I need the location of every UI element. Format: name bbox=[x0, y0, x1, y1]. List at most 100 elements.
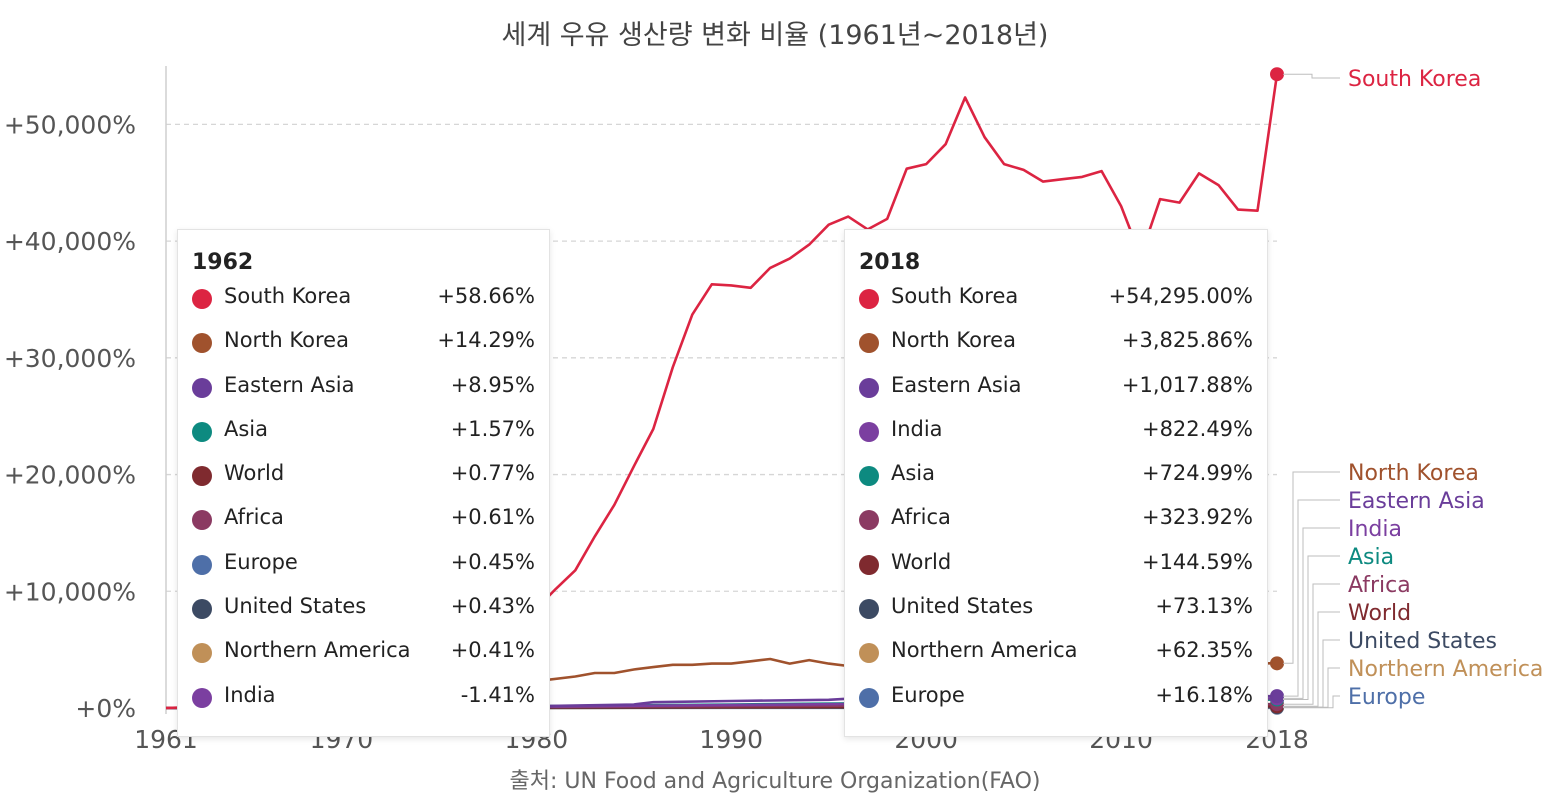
chart-title: 세계 우유 생산량 변화 비율 (1961년~2018년) bbox=[502, 20, 1049, 51]
legend-dot-icon bbox=[192, 466, 212, 487]
tooltip-series-name: Northern America bbox=[891, 638, 1078, 663]
tooltip-row-africa: Africa +0.61% bbox=[192, 501, 535, 545]
tooltip-row-south-korea: South Korea +58.66% bbox=[192, 280, 535, 324]
legend-dot-icon bbox=[859, 510, 879, 531]
tooltip-row-northern-america: Northern America +0.41% bbox=[192, 634, 535, 678]
end-label-europe: Europe bbox=[1348, 685, 1425, 710]
tooltip-series-value: +14.29% bbox=[437, 328, 535, 353]
legend-dot-icon bbox=[859, 289, 879, 309]
legend-dot-icon bbox=[192, 510, 212, 531]
tooltip-series-value: +58.66% bbox=[437, 284, 535, 308]
legend-dot-icon bbox=[192, 554, 212, 575]
end-label-north-korea: North Korea bbox=[1348, 461, 1479, 486]
tooltip-series-name: Asia bbox=[891, 461, 936, 486]
leader-line-eastern-asia bbox=[1283, 499, 1340, 697]
end-label-africa: Africa bbox=[1348, 573, 1411, 598]
legend-dot-icon bbox=[859, 687, 879, 708]
tooltip-series-name: World bbox=[224, 461, 285, 486]
tooltip-series-value: +144.59% bbox=[1141, 549, 1253, 574]
axes: +0% +10,000% +20,000% +30,000% +40,000% +50,0… bbox=[4, 66, 1309, 754]
end-label-eastern-asia: Eastern Asia bbox=[1348, 489, 1485, 514]
tooltip-series-name: Europe bbox=[224, 549, 298, 574]
legend-dot-icon bbox=[859, 421, 879, 442]
legend-dot-icon bbox=[859, 643, 879, 664]
tooltip-row-world: World +0.77% bbox=[192, 457, 535, 501]
end-label-south-korea: South Korea bbox=[1348, 67, 1481, 92]
tooltip-series-value: +0.43% bbox=[450, 594, 535, 619]
tooltip-row-northern-america: Northern America +62.35% bbox=[859, 634, 1253, 678]
tooltip-series-name: Asia bbox=[224, 416, 269, 441]
end-marker-south-korea bbox=[1270, 67, 1284, 82]
tooltip-series-value: +62.35% bbox=[1155, 638, 1253, 663]
tooltip-series-value: +16.18% bbox=[1155, 682, 1253, 707]
tooltip-series-name: Europe bbox=[891, 682, 965, 707]
tooltip-row-north-korea: North Korea +3,825.86% bbox=[859, 324, 1253, 368]
legend-dot-icon bbox=[192, 599, 212, 620]
tooltip-series-name: Eastern Asia bbox=[891, 372, 1022, 397]
tooltip-series-name: World bbox=[891, 549, 952, 574]
tooltip-title: 1962 bbox=[192, 250, 254, 275]
y-tick-label: +40,000% bbox=[4, 227, 136, 256]
end-label-united-states: United States bbox=[1348, 629, 1497, 654]
leader-line-northern-america bbox=[1283, 667, 1340, 708]
tooltip-series-value: +8.95% bbox=[450, 372, 535, 397]
tooltip-row-united-states: United States +0.43% bbox=[192, 590, 535, 634]
tooltip-row-world: World +144.59% bbox=[859, 546, 1253, 590]
legend-dot-icon bbox=[859, 466, 879, 487]
end-labels: South Korea North Korea Eastern Asia India A… bbox=[1283, 67, 1543, 710]
leader-line-united-states bbox=[1283, 639, 1340, 708]
tooltip-row-south-korea: South Korea +54,295.00% bbox=[859, 280, 1253, 324]
y-tick-label: +0% bbox=[75, 694, 136, 723]
leader-line-north-korea bbox=[1283, 471, 1340, 664]
tooltip-row-africa: Africa +323.92% bbox=[859, 501, 1253, 545]
tooltip-series-value: +724.99% bbox=[1141, 461, 1253, 486]
tooltip-series-value: +0.77% bbox=[450, 461, 535, 486]
tooltip-series-value: +0.45% bbox=[450, 549, 535, 574]
tooltip-series-name: Eastern Asia bbox=[224, 372, 355, 397]
tooltip-series-value: +323.92% bbox=[1141, 505, 1253, 530]
tooltip-row-united-states: United States +73.13% bbox=[859, 590, 1253, 634]
tooltip-row-india: India +822.49% bbox=[859, 413, 1253, 457]
legend-dot-icon bbox=[192, 643, 212, 664]
x-tick-label: 1990 bbox=[699, 725, 763, 754]
tooltip-series-name: India bbox=[224, 682, 276, 707]
tooltip-2018: 2018 South Korea +54,295.00% North Korea +3… bbox=[844, 229, 1268, 737]
tooltip-row-europe: Europe +0.45% bbox=[192, 546, 535, 590]
legend-dot-icon bbox=[859, 554, 879, 575]
legend-dot-icon bbox=[192, 289, 212, 309]
end-label-world: World bbox=[1348, 601, 1411, 626]
tooltip-series-name: Africa bbox=[224, 505, 284, 530]
y-tick-label: +10,000% bbox=[4, 577, 136, 606]
tooltip-series-name: India bbox=[891, 416, 943, 441]
tooltip-row-asia: Asia +1.57% bbox=[192, 413, 535, 457]
legend-dot-icon bbox=[192, 687, 212, 708]
tooltip-row-eastern-asia: Eastern Asia +8.95% bbox=[192, 369, 535, 413]
tooltip-series-name: Northern America bbox=[224, 638, 411, 663]
tooltip-series-value: +0.61% bbox=[450, 505, 535, 530]
tooltip-series-name: United States bbox=[891, 594, 1034, 619]
leader-line-india bbox=[1283, 527, 1340, 699]
legend-dot-icon bbox=[859, 377, 879, 398]
end-label-asia: Asia bbox=[1348, 545, 1394, 570]
tooltip-row-india: India -1.41% bbox=[192, 679, 535, 723]
leader-line-world bbox=[1283, 611, 1340, 707]
tooltip-row-asia: Asia +724.99% bbox=[859, 457, 1253, 501]
tooltip-row-eastern-asia: Eastern Asia +1,017.88% bbox=[859, 369, 1253, 413]
legend-dot-icon bbox=[192, 421, 212, 442]
tooltip-series-value: +1,017.88% bbox=[1121, 372, 1253, 397]
tooltip-series-value: -1.41% bbox=[460, 682, 535, 707]
tooltip-rows: South Korea +54,295.00% North Korea +3,825.… bbox=[859, 280, 1253, 723]
tooltip-series-value: +0.41% bbox=[450, 638, 535, 663]
tooltip-series-name: United States bbox=[224, 594, 367, 619]
y-tick-label: +30,000% bbox=[4, 344, 136, 373]
end-marker-eastern-asia bbox=[1270, 689, 1284, 704]
tooltip-series-value: +73.13% bbox=[1155, 594, 1253, 619]
tooltip-rows: South Korea +58.66% North Korea +14.29% East… bbox=[192, 280, 535, 723]
end-label-northern-america: Northern America bbox=[1348, 657, 1543, 682]
end-marker-north-korea bbox=[1270, 656, 1284, 671]
end-label-india: India bbox=[1348, 517, 1402, 542]
tooltip-row-north-korea: North Korea +14.29% bbox=[192, 324, 535, 368]
tooltip-series-value: +54,295.00% bbox=[1108, 284, 1253, 308]
tooltip-series-value: +822.49% bbox=[1141, 416, 1253, 441]
tooltip-series-value: +3,825.86% bbox=[1121, 328, 1253, 353]
